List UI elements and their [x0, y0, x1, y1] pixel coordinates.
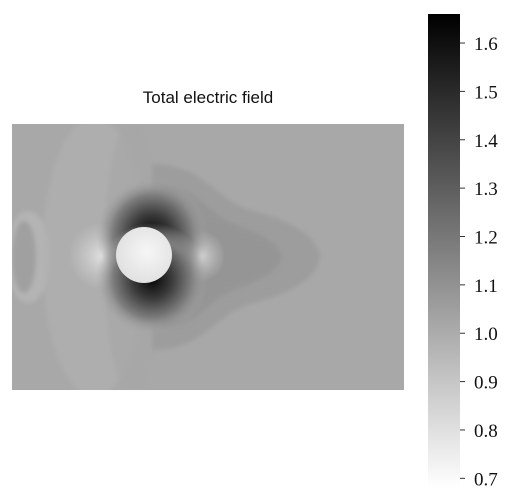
wave-band	[12, 221, 36, 293]
colorbar-tick-label: 1.5	[474, 82, 498, 103]
colorbar-tick-label: 0.9	[474, 373, 498, 394]
colorbar-tick-label: 1.0	[474, 324, 498, 345]
colorbar: 1.6 1.5 1.4 1.3 1.2 1.1 1.0 0.9 0.8 0.7	[428, 14, 498, 490]
field-heatmap	[12, 124, 404, 390]
colorbar-tick-label: 0.7	[474, 469, 498, 490]
colorbar-tick-label: 1.4	[474, 131, 498, 152]
cylinder	[116, 227, 172, 283]
colorbar-tick-label: 0.8	[474, 421, 498, 442]
colorbar-tick-label: 1.3	[474, 179, 498, 200]
colorbar-tick-label: 1.6	[474, 34, 498, 55]
colorbar-tick-label: 1.1	[474, 276, 498, 297]
colorbar-tick-label: 1.2	[474, 227, 498, 248]
colorbar-gradient	[428, 14, 460, 488]
chart-title: Total electric field	[142, 88, 274, 107]
